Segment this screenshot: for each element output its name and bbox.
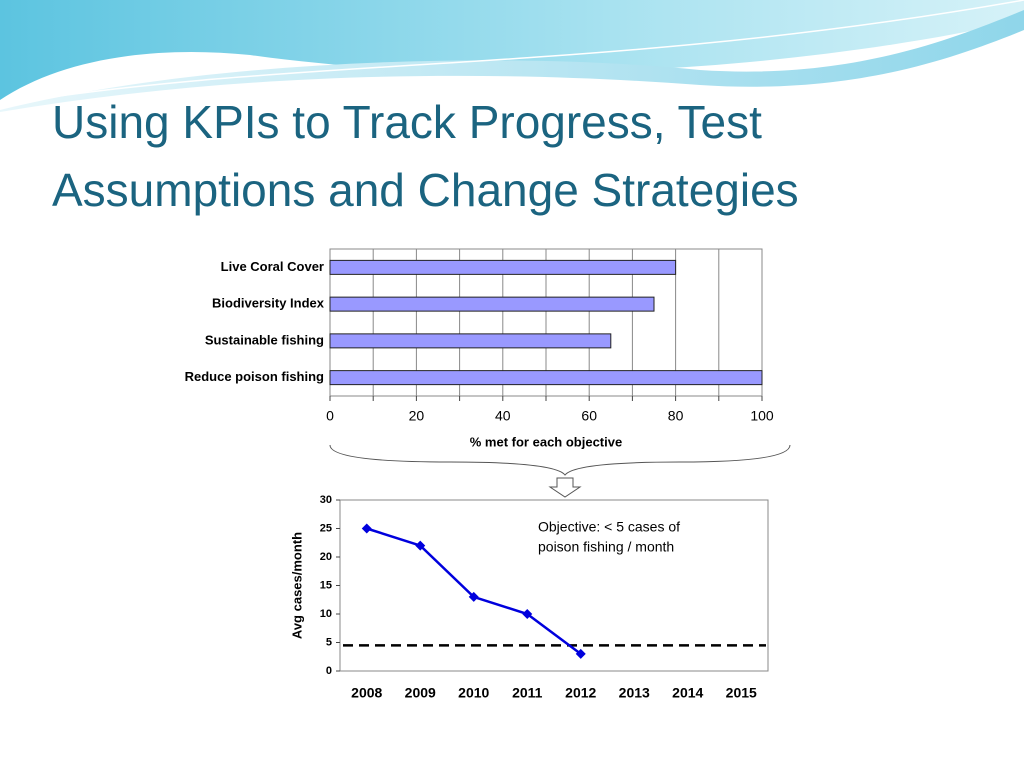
x-tick-label: 2014 <box>672 685 703 701</box>
y-tick-label: 0 <box>326 665 332 677</box>
bar <box>329 259 677 275</box>
x-tick-label: 2011 <box>512 685 543 701</box>
x-tick-label: 0 <box>326 408 334 424</box>
data-point <box>468 591 479 602</box>
y-tick-label: 30 <box>320 494 332 506</box>
y-tick-label: 20 <box>320 551 332 563</box>
y-tick-label: Sustainable fishing <box>205 332 324 347</box>
bar <box>329 333 612 349</box>
bar <box>329 370 763 386</box>
y-tick-label: 5 <box>326 636 332 648</box>
x-tick-label: 2010 <box>458 685 489 701</box>
y-tick-label: Biodiversity Index <box>212 296 325 311</box>
slide-title: Using KPIs to Track Progress, Test Assum… <box>52 96 799 216</box>
annotation: poison fishing / month <box>538 539 674 555</box>
x-tick-label: 2009 <box>405 685 436 701</box>
x-tick-label: 100 <box>750 408 774 424</box>
x-tick-label: 2013 <box>619 685 650 701</box>
y-tick-label: Live Coral Cover <box>221 259 324 274</box>
x-tick-label: 20 <box>409 408 425 424</box>
data-point <box>361 523 372 534</box>
y-tick-label: 10 <box>320 608 332 620</box>
brace <box>329 444 791 476</box>
x-tick-label: 2008 <box>351 685 382 701</box>
annotation: Objective: < 5 cases of <box>538 519 680 535</box>
header-wave <box>0 0 1024 100</box>
y-axis-label: Avg cases/month <box>289 532 304 639</box>
header-line <box>0 0 1024 106</box>
y-tick-label: 15 <box>320 579 332 591</box>
bar <box>329 296 655 312</box>
chart-panel <box>140 245 790 713</box>
x-tick-label: 2015 <box>726 685 757 701</box>
x-tick-label: 60 <box>581 408 597 424</box>
x-tick-label: 2012 <box>565 685 596 701</box>
x-tick-label: 80 <box>668 408 684 424</box>
x-tick-label: 40 <box>495 408 511 424</box>
header-wave <box>0 10 1024 112</box>
data-point <box>415 540 426 551</box>
y-tick-label: Reduce poison fishing <box>185 369 324 384</box>
data-point <box>522 609 533 619</box>
arrow <box>548 477 582 498</box>
y-tick-label: 25 <box>320 522 332 534</box>
x-axis-label: % met for each objective <box>470 434 622 449</box>
data-point <box>575 648 586 659</box>
